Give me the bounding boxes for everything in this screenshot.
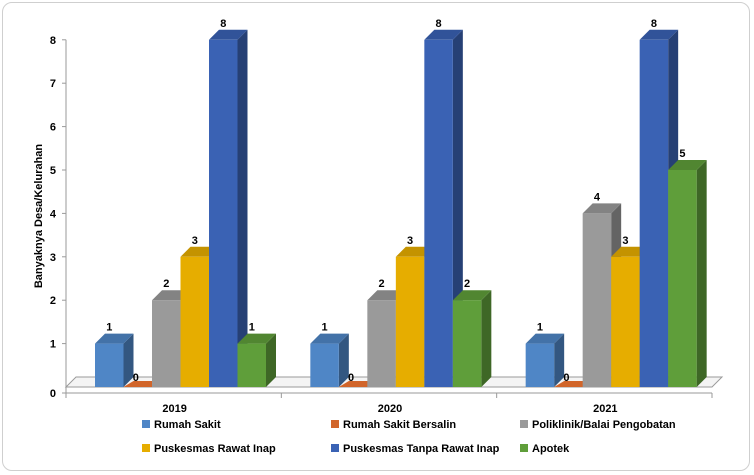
- y-tick-label: 6: [50, 122, 56, 134]
- bar-top-face: [310, 333, 349, 344]
- bar-data-label: 4: [594, 191, 601, 203]
- bar-front-face: [209, 39, 238, 388]
- bar-data-label: 1: [106, 322, 112, 334]
- x-category-label: 2020: [378, 403, 402, 415]
- bar: [525, 333, 565, 387]
- bar-data-label: 3: [192, 235, 198, 247]
- legend-swatch: [331, 444, 339, 452]
- y-tick-label: 2: [50, 295, 56, 307]
- bar-top-face: [582, 203, 622, 214]
- bar-data-label: 5: [679, 148, 685, 160]
- y-tick-label: 1: [50, 339, 56, 351]
- bar-front-face: [611, 256, 640, 387]
- bar-side-face: [481, 290, 492, 387]
- legend-swatch: [331, 420, 339, 428]
- bar-front-face: [452, 300, 482, 387]
- legend-label: Puskesmas Tanpa Rawat Inap: [343, 443, 500, 455]
- y-tick-label: 4: [50, 208, 57, 220]
- bar-side-face: [266, 333, 276, 387]
- legend-swatch: [142, 444, 150, 452]
- bar-data-label: 1: [322, 322, 328, 334]
- bar-side-face: [237, 29, 248, 388]
- bar-data-label: 3: [407, 235, 413, 247]
- x-category-label: 2019: [162, 403, 186, 415]
- legend-swatch: [520, 420, 528, 428]
- y-tick-label: 3: [50, 252, 56, 264]
- legend-entry: Rumah Sakit: [142, 419, 221, 431]
- bar-front-face: [180, 256, 209, 387]
- legend-entry: Puskesmas Rawat Inap: [142, 443, 276, 455]
- bar-top-face: [668, 160, 707, 170]
- bars-layer: [95, 29, 707, 388]
- bar-front-face: [668, 170, 697, 387]
- bar-side-face: [696, 160, 707, 387]
- legend-layer: Rumah Sakit Rumah Sakit Bersalin Poliklini…: [142, 419, 676, 455]
- y-tick-label: 8: [50, 35, 56, 47]
- bar-side-face: [338, 333, 349, 387]
- bar-front-face: [152, 300, 181, 387]
- bar: [209, 29, 248, 388]
- legend-label: Puskesmas Rawat Inap: [154, 443, 276, 455]
- legend-label: Rumah Sakit Bersalin: [343, 419, 456, 431]
- bar-data-label: 8: [651, 18, 657, 30]
- bar-top-face: [424, 29, 463, 40]
- bar-data-label: 8: [436, 18, 442, 30]
- labels-layer: 2019 2020 2021 1 0 2 3 8 1 1 0 2 3 8 2 1 0 4 3 8 5: [106, 18, 685, 415]
- bar: [237, 333, 276, 387]
- bar-data-label: 8: [220, 18, 226, 30]
- bar-front-face: [639, 39, 669, 388]
- bar-data-label: 0: [133, 372, 139, 384]
- bar-data-label: 1: [537, 322, 543, 334]
- bar-side-face: [123, 333, 134, 387]
- y-tick-label: 7: [50, 78, 56, 90]
- bar: [452, 290, 492, 387]
- bar-top-face: [639, 29, 679, 40]
- bar-top-face: [452, 290, 492, 301]
- bar-data-label: 2: [464, 278, 470, 290]
- bar-data-label: 3: [622, 235, 628, 247]
- bar: [582, 203, 622, 387]
- x-category-label: 2021: [593, 403, 617, 415]
- legend-label: Rumah Sakit: [154, 419, 221, 431]
- legend-entry: Apotek: [520, 443, 570, 455]
- y-tick-label: 5: [50, 165, 56, 177]
- bar: [310, 333, 349, 387]
- legend-label: Poliklinik/Balai Pengobatan: [532, 419, 676, 431]
- legend-entry: Puskesmas Tanpa Rawat Inap: [331, 443, 500, 455]
- y-axis-title: Banyaknya Desa/Kelurahan: [33, 144, 45, 289]
- bar: [95, 333, 134, 387]
- bar-front-face: [237, 343, 266, 387]
- bar-top-face: [525, 333, 565, 344]
- bar-data-label: 0: [563, 372, 569, 384]
- bar-top-face: [237, 333, 276, 344]
- bar-front-face: [525, 343, 555, 387]
- bar-top-face: [95, 333, 134, 344]
- bar-data-label: 0: [348, 372, 354, 384]
- legend-label: Apotek: [532, 443, 570, 455]
- legend-swatch: [520, 444, 528, 452]
- bar: [668, 160, 707, 387]
- bar-front-face: [582, 213, 612, 387]
- bar-front-face: [310, 343, 339, 387]
- y-tick-label: 0: [50, 388, 56, 400]
- bar-front-face: [395, 256, 425, 387]
- bar-front-face: [424, 39, 453, 388]
- legend-entry: Rumah Sakit Bersalin: [331, 419, 456, 431]
- bar-top-face: [209, 29, 248, 40]
- bar-data-label: 2: [163, 278, 169, 290]
- legend-swatch: [142, 420, 150, 428]
- bar-data-label: 1: [249, 322, 255, 334]
- bar-front-face: [367, 300, 396, 387]
- legend-entry: Poliklinik/Balai Pengobatan: [520, 419, 676, 431]
- bar-data-label: 2: [379, 278, 385, 290]
- bar-side-face: [554, 333, 565, 387]
- bar-front-face: [95, 343, 124, 387]
